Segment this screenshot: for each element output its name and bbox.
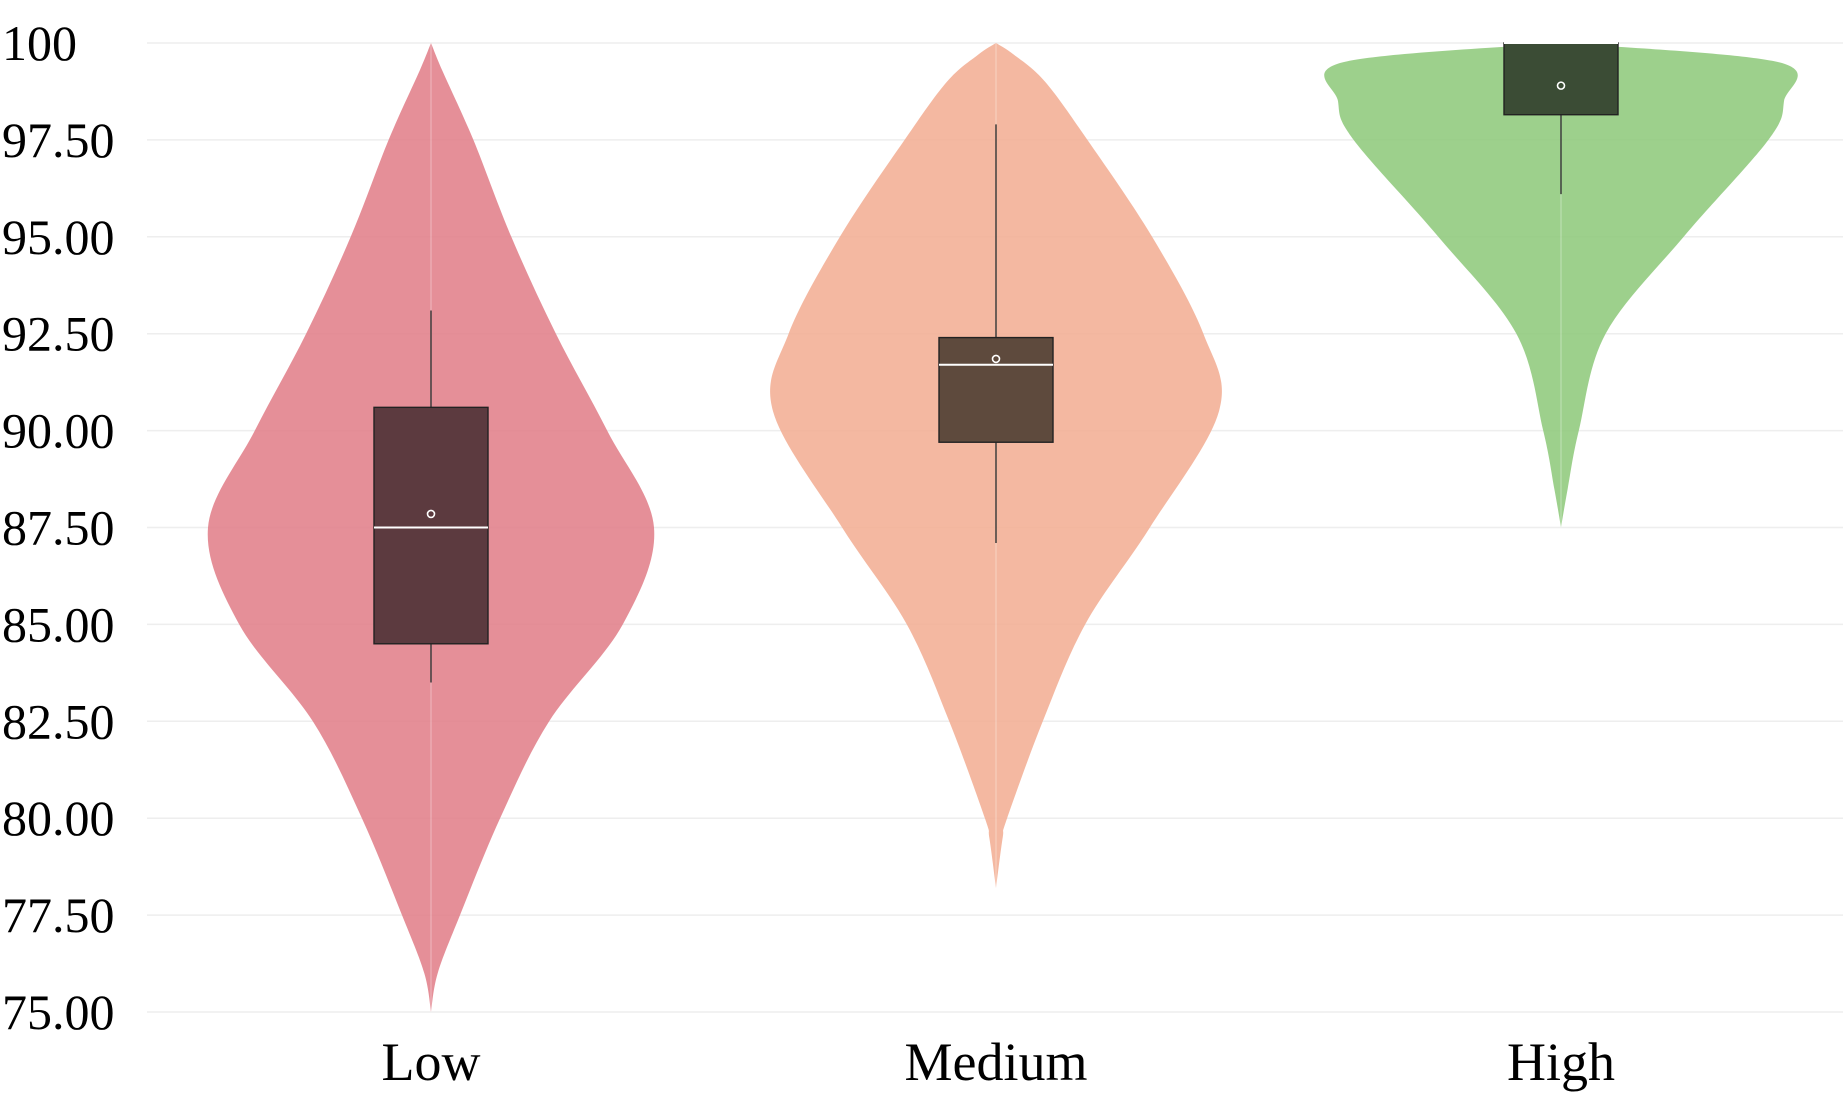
x-category-labels: Low Medium High <box>382 1032 1615 1092</box>
y-tick-label: 90.00 <box>2 403 115 459</box>
y-tick-label: 92.50 <box>2 306 115 362</box>
x-category-label: High <box>1507 1032 1615 1092</box>
box-iqr <box>1503 42 1619 116</box>
y-tick-label: 80.00 <box>2 790 115 846</box>
mean-marker <box>991 354 1001 364</box>
box-iqr <box>938 336 1054 443</box>
y-tick-label: 85.00 <box>2 596 115 652</box>
y-tick-label: 77.50 <box>2 887 115 943</box>
y-tick-labels: 75.00 77.50 80.00 82.50 85.00 87.50 90.00 92.50… <box>2 15 115 1040</box>
violin-high <box>1324 43 1798 528</box>
y-tick-label: 87.50 <box>2 500 115 556</box>
y-tick-label: 75.00 <box>2 984 115 1040</box>
mean-marker <box>1556 81 1566 90</box>
x-category-label: Low <box>382 1032 481 1092</box>
box-iqr <box>373 406 489 645</box>
y-tick-label: 100 <box>2 15 77 71</box>
boxplots <box>373 42 1619 683</box>
y-tick-label: 97.50 <box>2 112 115 168</box>
y-tick-label: 82.50 <box>2 693 115 749</box>
x-category-label: Medium <box>905 1032 1088 1092</box>
mean-marker <box>426 509 436 519</box>
y-tick-label: 95.00 <box>2 209 115 265</box>
